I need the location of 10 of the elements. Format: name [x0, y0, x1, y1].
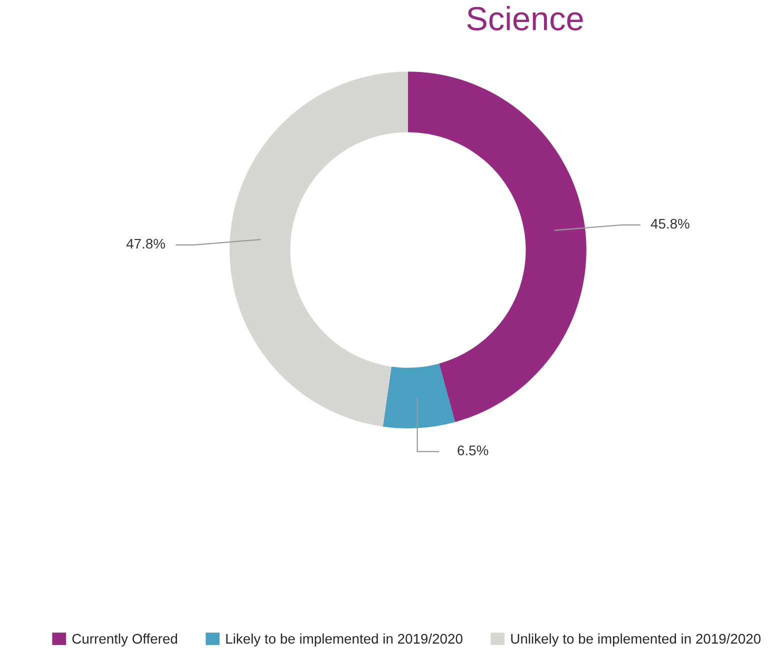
donut-slice — [382, 364, 456, 428]
text: Science — [467, 6, 583, 30]
legend-label: Currently Offered — [72, 634, 178, 646]
legend-label: Unlikely to be implemented in 2019/2020 — [511, 634, 761, 646]
data-label: 45.8% — [650, 218, 690, 229]
data-label: 6.5% — [458, 445, 488, 456]
donut-slice — [230, 72, 408, 427]
data-label: 47.8% — [126, 238, 166, 249]
legend-label: Likely to be implemented in 2019/2020 — [226, 634, 462, 646]
donut-slice — [408, 72, 586, 422]
